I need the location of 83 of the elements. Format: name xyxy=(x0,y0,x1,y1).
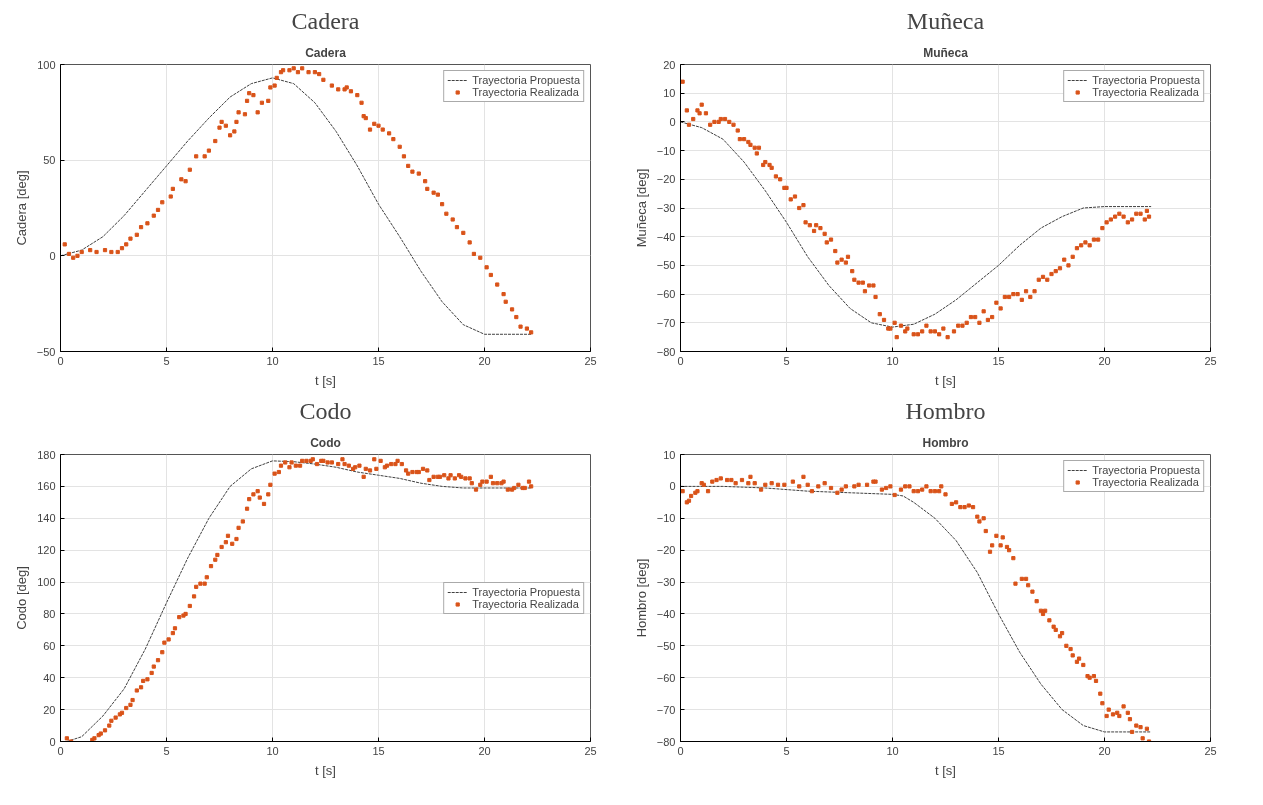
y-tick-label: 160 xyxy=(37,480,56,493)
x-tick-label: 0 xyxy=(57,354,64,367)
y-tick-label: 140 xyxy=(37,512,56,525)
chart-title: Muñeca xyxy=(906,7,985,34)
chart-subtitle: Hombro xyxy=(922,435,969,450)
x-tick-label: 15 xyxy=(372,354,385,367)
y-tick-label: −40 xyxy=(656,230,676,243)
y-tick-label: −70 xyxy=(656,316,676,329)
y-tick-label: −60 xyxy=(656,671,676,684)
x-tick-label: 5 xyxy=(163,354,170,367)
chart-subtitle: Muñeca xyxy=(923,45,969,60)
legend-label: Trayectoria Realizada xyxy=(1092,86,1199,98)
x-tick-label: 25 xyxy=(1204,354,1217,367)
y-axis-title: Cadera [deg] xyxy=(13,170,29,246)
y-tick-label: 10 xyxy=(663,448,676,461)
x-tick-label: 20 xyxy=(1098,354,1111,367)
y-tick-label: 20 xyxy=(663,58,676,71)
legend-label: Trayectoria Realizada xyxy=(472,86,579,98)
x-axis-title: t [s] xyxy=(315,372,336,388)
y-axis-title: Muñeca [deg] xyxy=(633,168,649,248)
y-tick-label: 100 xyxy=(37,576,56,589)
x-axis-title: t [s] xyxy=(935,372,956,388)
y-tick-label: 0 xyxy=(49,249,56,262)
x-tick-label: 15 xyxy=(992,744,1005,757)
legend-label: Trayectoria Realizada xyxy=(1092,476,1199,488)
x-axis-title: t [s] xyxy=(935,762,956,778)
x-tick-label: 0 xyxy=(57,744,64,757)
y-tick-label: 0 xyxy=(669,115,676,128)
x-tick-label: 5 xyxy=(783,354,790,367)
y-tick-label: −50 xyxy=(656,639,676,652)
y-tick-label: 0 xyxy=(49,735,56,748)
chart-title: Cadera xyxy=(291,7,360,34)
x-tick-label: 15 xyxy=(372,744,385,757)
y-tick-label: −50 xyxy=(656,259,676,272)
x-tick-label: 0 xyxy=(677,354,684,367)
legend-label: Trayectoria Realizada xyxy=(472,597,579,610)
y-tick-label: −20 xyxy=(656,544,676,557)
x-tick-label: 10 xyxy=(266,354,279,367)
legend-label: Trayectoria Propuesta xyxy=(472,585,580,598)
x-tick-label: 10 xyxy=(886,354,899,367)
x-tick-label: 20 xyxy=(1098,744,1111,757)
y-axis-title: Codo [deg] xyxy=(14,566,30,630)
y-tick-label: −10 xyxy=(656,144,676,157)
x-tick-label: 25 xyxy=(584,354,597,367)
y-tick-label: 50 xyxy=(43,154,56,167)
x-tick-label: 15 xyxy=(992,354,1005,367)
x-tick-label: 5 xyxy=(163,744,170,757)
y-tick-label: −80 xyxy=(656,345,676,358)
legend-label: Trayectoria Propuesta xyxy=(1092,464,1200,476)
y-tick-label: 60 xyxy=(43,639,56,652)
y-tick-label: 20 xyxy=(43,703,56,716)
y-tick-label: −30 xyxy=(656,202,676,214)
y-axis-title: Hombro [deg] xyxy=(633,558,649,638)
y-tick-label: −10 xyxy=(656,512,676,525)
y-tick-label: −30 xyxy=(656,576,676,589)
y-tick-label: −60 xyxy=(656,288,676,301)
y-tick-label: 10 xyxy=(663,87,676,100)
x-tick-label: 25 xyxy=(584,744,597,757)
y-tick-label: −40 xyxy=(656,607,676,620)
y-tick-label: 0 xyxy=(669,480,676,493)
y-tick-label: 80 xyxy=(43,607,56,620)
x-tick-label: 10 xyxy=(266,744,279,757)
legend-label: Trayectoria Propuesta xyxy=(1092,74,1200,86)
x-tick-label: 20 xyxy=(478,744,491,757)
x-tick-label: 20 xyxy=(478,354,491,367)
chart-title: Hombro xyxy=(905,397,986,424)
y-tick-label: 180 xyxy=(37,448,56,461)
x-tick-label: 0 xyxy=(677,744,684,757)
y-tick-label: −20 xyxy=(656,173,676,186)
x-tick-label: 5 xyxy=(783,744,790,757)
x-tick-label: 25 xyxy=(1204,744,1217,757)
x-tick-label: 10 xyxy=(886,744,899,757)
x-axis-title: t [s] xyxy=(315,762,336,778)
chart-subtitle: Codo xyxy=(310,435,341,450)
y-tick-label: −80 xyxy=(656,735,676,748)
y-tick-label: 40 xyxy=(43,671,56,684)
y-tick-label: −70 xyxy=(656,703,676,716)
y-tick-label: 100 xyxy=(37,58,56,71)
legend-label: Trayectoria Propuesta xyxy=(472,74,580,86)
y-tick-label: 120 xyxy=(37,544,56,557)
chart-subtitle: Cadera xyxy=(305,45,347,60)
y-tick-label: −50 xyxy=(36,345,56,358)
chart-title: Codo xyxy=(299,397,352,424)
